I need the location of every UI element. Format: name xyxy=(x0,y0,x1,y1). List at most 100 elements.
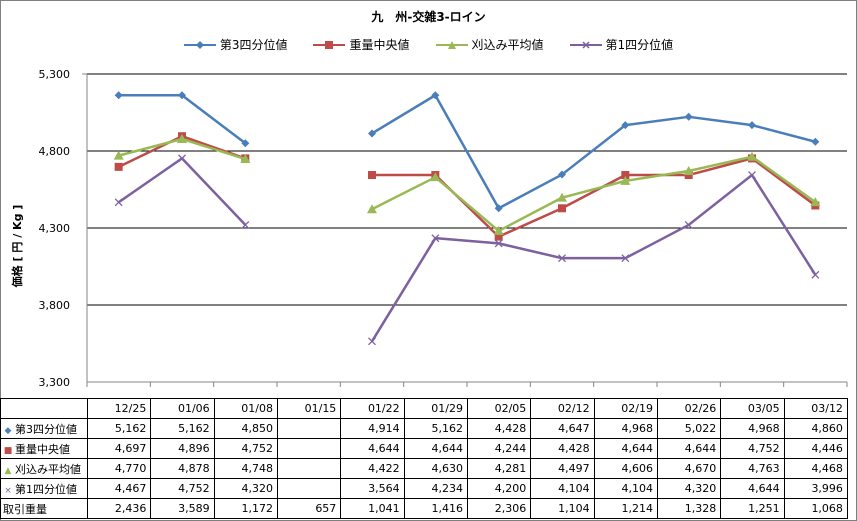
data-label: 4,422 xyxy=(340,458,405,479)
data-label: 1,068 xyxy=(783,498,848,519)
row-marker-icon: × xyxy=(4,485,12,496)
row-header: ■ 重量中央値 xyxy=(0,438,88,459)
x-tick-label: 03/05 xyxy=(720,398,785,419)
x-tick-label: 02/12 xyxy=(530,398,595,419)
x-tick-label: 01/06 xyxy=(150,398,215,419)
data-point-median xyxy=(494,232,503,241)
data-table: 12/25 01/06 01/08 01/15 01/22 01/29 02/05 02/12… xyxy=(0,398,848,519)
y-tick-label: 4,800 xyxy=(39,145,71,158)
legend-label-q1: 第1四分位値 xyxy=(605,38,674,52)
data-point-median xyxy=(114,162,123,171)
row-label: 第1四分位値 xyxy=(15,482,77,496)
legend-label-median: 重量中央値 xyxy=(349,38,410,52)
data-label: 4,752 xyxy=(150,478,215,499)
data-label: 3,564 xyxy=(340,478,405,499)
data-point-q3 xyxy=(178,91,186,100)
data-label: 4,644 xyxy=(720,478,785,499)
data-label: 4,647 xyxy=(530,418,595,439)
row-header: ◆ 第3四分位値 xyxy=(0,418,88,439)
data-label: 4,850 xyxy=(213,418,278,439)
data-label: 2,436 xyxy=(86,498,152,519)
data-label: 4,644 xyxy=(403,438,468,459)
x-tick-label: 02/26 xyxy=(656,398,722,419)
data-point-trimmed-mean xyxy=(493,225,504,235)
legend-marker-diamond-icon xyxy=(183,40,216,49)
data-point-trimmed-mean xyxy=(367,204,377,214)
legend-item-trimmed-mean: 刈込み平均値 xyxy=(435,36,544,53)
data-point-trimmed-mean xyxy=(177,133,187,143)
row-header: × 第1四分位値 xyxy=(0,478,88,499)
x-tick-label: 02/19 xyxy=(593,398,658,419)
data-label: 1,104 xyxy=(530,498,595,519)
data-point-trimmed-mean xyxy=(430,172,441,182)
series-line-2 xyxy=(371,155,817,233)
data-label: 4,320 xyxy=(656,478,722,499)
data-point-q3 xyxy=(811,137,820,146)
x-tick-label: 01/08 xyxy=(213,398,278,419)
data-point-q1 xyxy=(431,234,440,243)
x-tick-label: 01/15 xyxy=(276,398,342,419)
data-label: 657 xyxy=(276,498,342,519)
data-label: 4,763 xyxy=(720,458,785,479)
data-point-q1 xyxy=(114,198,123,207)
data-point-median xyxy=(621,171,630,180)
row-header: 取引重量 xyxy=(0,498,88,519)
data-label: 4,281 xyxy=(466,458,532,479)
data-label: 4,860 xyxy=(783,418,848,439)
data-label: 4,748 xyxy=(213,458,278,479)
data-label: 1,041 xyxy=(340,498,405,519)
data-label xyxy=(276,438,342,459)
x-tick-label: 03/12 xyxy=(783,398,848,419)
plot-area: 3,300 3,800 4,300 4,800 5,300 xyxy=(39,68,848,389)
data-point-trimmed-mean xyxy=(810,197,821,207)
legend-item-median: 重量中央値 xyxy=(313,36,410,53)
data-label: 4,644 xyxy=(656,438,722,459)
data-label: 3,996 xyxy=(783,478,848,499)
data-point-q3 xyxy=(748,121,756,130)
data-label: 4,497 xyxy=(530,458,595,479)
data-point-q3 xyxy=(494,204,503,213)
x-tick-label: 12/25 xyxy=(86,398,152,419)
data-point-q1 xyxy=(241,220,250,229)
data-point-q3 xyxy=(558,170,566,179)
data-point-median xyxy=(684,171,693,180)
row-label: 第3四分位値 xyxy=(15,422,77,436)
data-label: 5,162 xyxy=(403,418,468,439)
data-point-trimmed-mean xyxy=(747,151,757,161)
row-header: ▲ 刈込み平均値 xyxy=(0,458,88,479)
data-label: 4,630 xyxy=(403,458,468,479)
table-corner-cell xyxy=(0,398,88,419)
data-label: 4,104 xyxy=(530,478,595,499)
x-tick-label: 01/22 xyxy=(340,398,405,419)
data-label: 5,162 xyxy=(86,418,152,439)
data-label: 4,320 xyxy=(213,478,278,499)
data-point-trimmed-mean xyxy=(683,166,694,176)
data-label: 5,162 xyxy=(150,418,215,439)
data-label: 4,644 xyxy=(593,438,658,459)
data-label: 4,670 xyxy=(656,458,722,479)
data-point-q3 xyxy=(368,129,376,138)
data-label: 4,896 xyxy=(150,438,215,459)
data-point-q1 xyxy=(748,171,756,179)
data-point-trimmed-mean xyxy=(620,175,631,185)
table-row-trimmed-mean: ▲ 刈込み平均値 4,770 4,878 4,748 4,422 4,630 4,281 4,4… xyxy=(0,458,848,479)
data-label: 4,752 xyxy=(213,438,278,459)
series-line-3 xyxy=(117,157,247,226)
data-label xyxy=(276,418,342,439)
data-label: 4,467 xyxy=(86,478,152,499)
data-label xyxy=(276,478,342,499)
y-tick-label: 4,300 xyxy=(39,222,71,235)
data-point-q1 xyxy=(494,239,503,248)
data-label: 4,200 xyxy=(466,478,532,499)
legend-label-q3: 第3四分位値 xyxy=(219,38,288,52)
table-row-q3: ◆ 第3四分位値 5,162 5,162 4,850 4,914 5,162 4,428 4,6… xyxy=(0,418,848,439)
data-label: 1,251 xyxy=(720,498,785,519)
table-header-row: 12/25 01/06 01/08 01/15 01/22 01/29 02/05 02/12… xyxy=(0,398,848,419)
data-label: 4,968 xyxy=(720,418,785,439)
legend-item-q3: 第3四分位値 xyxy=(183,36,288,53)
data-point-median xyxy=(368,171,376,180)
data-label: 3,589 xyxy=(150,498,215,519)
row-marker-icon: ▲ xyxy=(4,465,12,476)
data-label: 1,172 xyxy=(213,498,278,519)
data-point-trimmed-mean xyxy=(113,150,124,160)
